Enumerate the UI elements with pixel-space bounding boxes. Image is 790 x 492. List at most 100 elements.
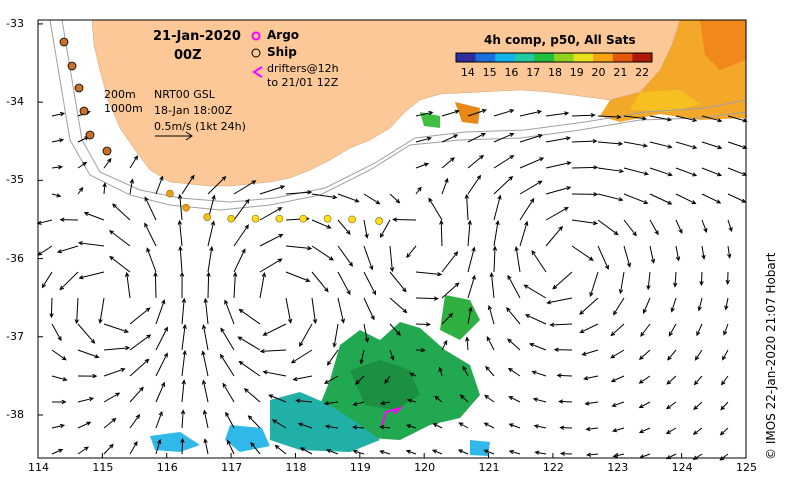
current-arrow — [579, 297, 599, 315]
ship-legend-label: Ship — [267, 45, 297, 59]
current-arrow — [623, 115, 647, 121]
current-arrow — [384, 375, 391, 384]
x-tick-label: 117 — [221, 461, 243, 474]
current-arrow — [531, 370, 547, 377]
current-arrow — [311, 219, 332, 229]
colorbar-tick-label: 17 — [526, 66, 541, 79]
current-arrow — [727, 219, 733, 233]
current-arrow — [389, 323, 401, 336]
current-arrow — [675, 193, 697, 205]
current-arrow — [180, 437, 185, 455]
drifters-legend-label-2: to 21/01 12Z — [267, 76, 339, 89]
current-arrow — [720, 401, 729, 411]
colorbar-segment — [456, 53, 477, 62]
colorbar-segment — [534, 53, 555, 62]
current-arrow — [311, 245, 334, 261]
scale-label: 0.5m/s (1kt 24h) — [154, 120, 246, 133]
current-arrow — [589, 271, 599, 298]
current-arrow — [649, 115, 673, 122]
current-arrow — [77, 396, 95, 403]
current-arrow — [180, 409, 186, 429]
current-arrow — [581, 349, 599, 356]
colorbar-tick-label: 14 — [460, 66, 475, 79]
current-arrow — [675, 115, 698, 123]
current-arrow — [153, 271, 158, 299]
current-arrow — [225, 411, 235, 429]
current-arrow — [545, 207, 569, 221]
current-arrow — [487, 304, 495, 325]
current-arrow — [324, 424, 339, 429]
current-arrow — [441, 282, 460, 299]
current-arrow — [485, 365, 495, 377]
y-tick-label: -33 — [6, 16, 24, 30]
current-arrow — [285, 297, 293, 324]
current-arrow — [493, 109, 515, 117]
ship-position — [251, 214, 260, 223]
current-arrow — [201, 350, 209, 377]
current-arrow — [441, 177, 449, 195]
current-arrow — [493, 219, 500, 247]
current-arrow — [486, 336, 495, 351]
current-arrow — [207, 220, 216, 247]
current-arrow — [467, 246, 476, 273]
current-arrow — [556, 373, 573, 378]
current-arrow — [571, 113, 596, 118]
current-arrow — [483, 449, 495, 455]
current-arrow — [623, 141, 648, 148]
current-arrow — [181, 379, 186, 403]
current-arrow — [675, 219, 683, 235]
current-arrow — [727, 245, 732, 259]
current-arrow — [727, 115, 748, 123]
current-arrow — [508, 423, 521, 429]
colorbar-segment — [475, 53, 496, 62]
current-arrow — [545, 225, 563, 247]
current-arrow — [83, 211, 105, 221]
current-arrow — [467, 109, 487, 117]
argo-legend-icon — [251, 31, 261, 41]
current-arrow — [155, 410, 163, 429]
current-arrow — [262, 323, 287, 336]
current-arrow — [181, 323, 187, 351]
current-arrow — [129, 358, 150, 377]
current-arrow — [649, 219, 659, 236]
current-arrow — [354, 375, 365, 385]
current-arrow — [492, 245, 498, 273]
current-arrow — [155, 381, 166, 403]
current-arrow — [51, 193, 62, 198]
colorbar-tick-label: 16 — [504, 66, 519, 79]
current-arrow — [507, 338, 521, 351]
current-arrow — [597, 245, 609, 271]
current-arrow — [467, 274, 476, 299]
current-arrow — [102, 182, 107, 195]
current-arrow — [274, 444, 287, 455]
current-arrow — [441, 251, 459, 273]
current-arrow — [177, 193, 183, 221]
current-arrow — [77, 446, 89, 455]
current-arrow — [649, 167, 673, 177]
current-arrow — [203, 297, 209, 325]
current-arrow — [311, 297, 318, 325]
current-arrow — [146, 247, 157, 273]
current-arrow — [597, 167, 625, 174]
current-arrow — [295, 398, 313, 403]
current-arrow — [311, 271, 329, 293]
current-arrow — [723, 323, 729, 336]
current-arrow — [259, 349, 287, 354]
current-arrow — [524, 314, 547, 325]
current-arrow — [56, 245, 79, 254]
current-arrow — [415, 296, 439, 301]
current-arrow — [519, 197, 535, 221]
current-vectors — [36, 109, 748, 461]
current-arrow — [311, 193, 338, 200]
current-arrow — [337, 245, 354, 267]
colorbar-segment — [514, 53, 535, 62]
current-arrow — [586, 452, 599, 457]
current-arrow — [675, 141, 698, 150]
current-arrow — [431, 449, 443, 455]
current-arrow — [545, 161, 572, 169]
current-arrow — [519, 180, 543, 195]
current-arrow — [493, 194, 502, 221]
current-arrow — [379, 449, 391, 455]
current-arrow — [155, 175, 164, 195]
current-arrow — [571, 245, 594, 261]
